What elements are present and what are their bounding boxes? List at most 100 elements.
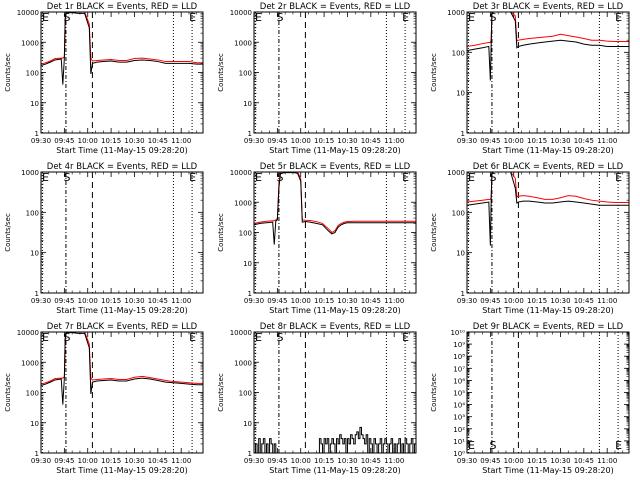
start-edge-marker: E [468,439,475,452]
start-edge-marker: E [468,11,475,24]
x-tick-label: 10:15 [314,137,334,145]
x-tick-label: 10:45 [148,297,168,305]
lld-series-line [40,11,203,65]
x-tick-label: 11:00 [171,137,191,145]
y-tick-label: 100 [26,390,39,398]
x-tick-label: 10:15 [101,457,121,465]
y-tick-label: 1000 [234,39,252,47]
e-marker: E [189,331,196,344]
x-axis-label: Start Time (11-May-15 09:28:20) [482,466,613,475]
x-tick-label: 11:00 [384,137,404,145]
events-series-line [466,171,629,246]
x-tick-label: 10:30 [550,137,570,145]
y-tick-label: 100 [239,230,252,238]
y-tick-label: 10 [243,100,252,108]
detector-panel-3: Det 3r BLACK = Events, RED = LLD Counts/s… [430,2,630,155]
x-tick-label: 09:30 [244,457,264,465]
plot-frame [40,171,204,294]
e-marker: E [189,171,196,184]
start-edge-marker: E [468,171,475,184]
events-series-line [253,172,416,245]
panel-title: Det 8r BLACK = Events, RED = LLD [260,322,411,332]
x-tick-label: 10:45 [148,457,168,465]
y-tick-label: 100 [452,209,465,217]
y-tick-label: 10⁸ [453,353,465,361]
detector-panel-8: Det 8r BLACK = Events, RED = LLD Counts/s… [217,322,417,475]
x-axis-label: Start Time (11-May-15 09:28:20) [482,306,613,315]
e-marker: E [402,11,409,24]
x-tick-label: 11:00 [171,297,191,305]
events-series-line [466,11,629,81]
y-tick-label: 10⁴ [453,402,465,410]
x-tick-label: 09:45 [267,457,287,465]
e-marker: E [615,11,622,24]
x-axis-label: Start Time (11-May-15 09:28:20) [56,306,187,315]
x-tick-label: 10:30 [550,297,570,305]
s-marker: S [276,171,283,184]
x-tick-label: 10:15 [527,137,547,145]
x-tick-label: 10:15 [101,297,121,305]
events-series-line [254,426,416,454]
x-tick-label: 10:00 [78,137,98,145]
e-marker: E [615,439,622,452]
x-tick-label: 09:45 [480,297,500,305]
y-tick-label: 10000 [230,9,252,17]
x-tick-label: 10:30 [124,297,144,305]
y-tick-label: 10⁷ [453,365,465,373]
x-tick-label: 10:00 [291,297,311,305]
y-axis-label: Counts/sec [217,213,225,252]
x-tick-label: 10:30 [337,297,357,305]
y-axis-label: Counts/sec [430,53,438,92]
y-tick-label: 10⁵ [453,390,465,398]
s-marker: S [276,11,283,24]
x-tick-label: 10:45 [361,457,381,465]
y-tick-label: 1000 [447,169,465,177]
y-axis-label: Counts/sec [4,53,12,92]
x-tick-label: 09:30 [457,137,477,145]
x-tick-label: 11:00 [597,297,617,305]
y-tick-label: 1 [461,130,465,138]
x-tick-label: 10:00 [291,137,311,145]
y-tick-label: 10 [456,90,465,98]
start-edge-marker: E [42,171,49,184]
detector-panel-7: Det 7r BLACK = Events, RED = LLD Counts/s… [4,322,204,475]
x-tick-label: 09:45 [480,457,500,465]
x-tick-label: 09:45 [480,137,500,145]
x-tick-label: 10:00 [78,297,98,305]
y-tick-label: 1 [35,450,39,458]
x-tick-label: 10:45 [361,297,381,305]
y-tick-label: 1000 [21,39,39,47]
s-marker: S [489,439,496,452]
y-tick-label: 10 [243,420,252,428]
lld-series-line [253,171,416,234]
panel-title: Det 6r BLACK = Events, RED = LLD [473,162,624,172]
plot-frame [40,11,204,134]
y-tick-label: 100 [26,70,39,78]
y-tick-label: 1000 [234,199,252,207]
x-tick-label: 10:30 [124,457,144,465]
y-tick-label: 1 [35,290,39,298]
detector-panel-5: Det 5r BLACK = Events, RED = LLD Counts/s… [217,162,417,315]
y-tick-label: 10 [456,250,465,258]
x-tick-label: 10:45 [574,137,594,145]
x-tick-label: 09:45 [267,297,287,305]
x-tick-label: 09:45 [267,137,287,145]
x-tick-label: 10:15 [101,137,121,145]
x-tick-label: 10:30 [550,457,570,465]
x-tick-label: 10:00 [504,457,524,465]
y-tick-label: 10⁶ [453,377,465,385]
x-tick-label: 10:00 [78,457,98,465]
y-axis-label: Counts/sec [430,213,438,252]
s-marker: S [63,11,70,24]
s-marker: S [489,11,496,24]
x-tick-label: 11:00 [384,297,404,305]
x-tick-label: 10:30 [337,457,357,465]
panel-title: Det 7r BLACK = Events, RED = LLD [47,322,198,332]
x-tick-label: 11:00 [597,137,617,145]
s-marker: S [63,331,70,344]
plot-frame [466,171,630,294]
y-tick-label: 1000 [447,9,465,17]
events-series-line [40,332,203,405]
x-tick-label: 10:45 [574,297,594,305]
x-axis-label: Start Time (11-May-15 09:28:20) [269,466,400,475]
